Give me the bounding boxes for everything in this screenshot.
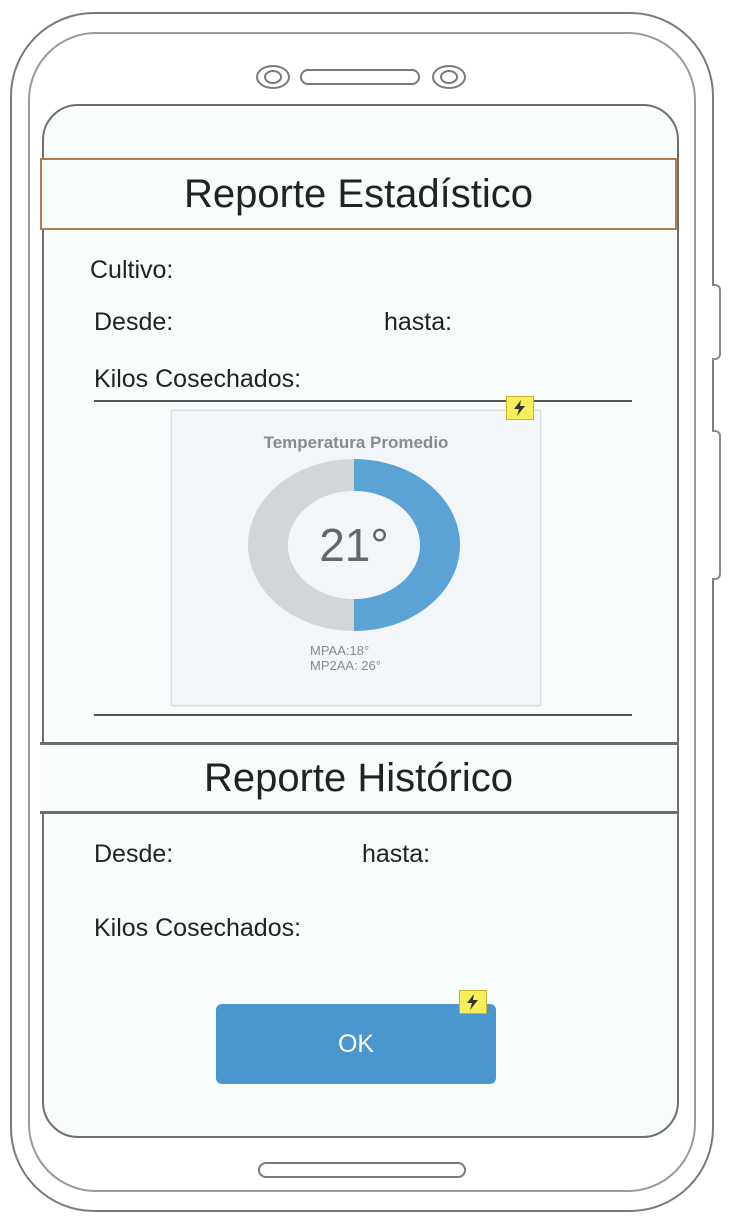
hasta-label: hasta: bbox=[384, 308, 453, 336]
lightning-bolt-icon[interactable] bbox=[506, 396, 534, 420]
camera-left-icon bbox=[256, 65, 290, 89]
temperature-donut: 21° bbox=[248, 459, 460, 631]
cultivo-label: Cultivo: bbox=[90, 256, 174, 284]
lightning-bolt-icon[interactable] bbox=[459, 990, 487, 1014]
hist-kilos-cosechados-label: Kilos Cosechados: bbox=[94, 914, 302, 942]
gauge-track bbox=[248, 459, 354, 631]
gauge-sub2: MP2AA: 26° bbox=[310, 658, 381, 673]
home-indicator bbox=[258, 1162, 466, 1178]
divider-bottom bbox=[94, 714, 632, 716]
gauge-center bbox=[288, 491, 420, 599]
ok-button[interactable]: OK bbox=[216, 1004, 496, 1084]
gauge-title: Temperatura Promedio bbox=[263, 433, 449, 452]
kilos-cosechados-label: Kilos Cosechados: bbox=[94, 365, 302, 393]
phone-side-button-top bbox=[712, 284, 721, 360]
gauge-sub1: MPAA:18° bbox=[310, 643, 370, 658]
hist-hasta-label: hasta: bbox=[362, 840, 431, 868]
gauge-fill bbox=[354, 459, 460, 631]
temperature-gauge-card[interactable]: Temperatura Promedio 21° MPAA:18° MP2AA:… bbox=[171, 410, 541, 706]
phone-side-button-bottom bbox=[712, 430, 721, 580]
gauge-value: 21° bbox=[319, 519, 389, 571]
speaker-grille bbox=[300, 69, 420, 85]
camera-right-icon bbox=[432, 65, 466, 89]
divider-top bbox=[94, 400, 632, 402]
desde-label: Desde: bbox=[94, 308, 174, 336]
stat-report-title: Reporte Estadístico bbox=[40, 158, 677, 230]
hist-report-title: Reporte Histórico bbox=[40, 742, 677, 814]
hist-desde-label: Desde: bbox=[94, 840, 174, 868]
phone-bezel bbox=[28, 32, 696, 1192]
